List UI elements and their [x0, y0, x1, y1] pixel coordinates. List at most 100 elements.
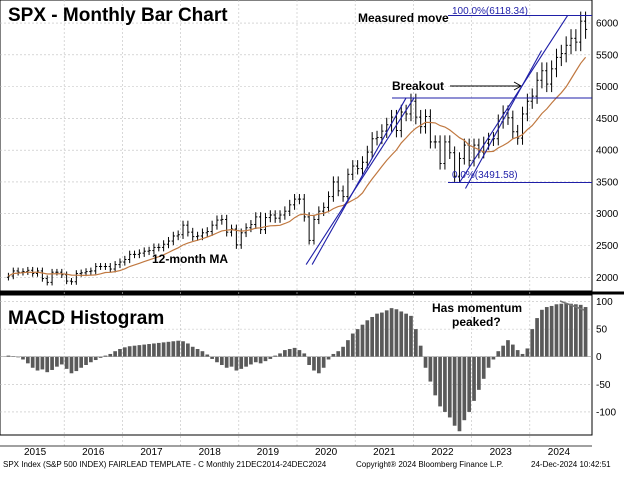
macd-histogram-bar	[302, 353, 307, 357]
price-bar	[45, 275, 49, 286]
price-bar	[74, 270, 78, 285]
price-tick-label: 6000	[596, 19, 619, 30]
price-tick-label: 2500	[596, 241, 619, 252]
footer-right: 24-Dec-2024 10:42:51	[531, 460, 611, 469]
price-bar	[317, 206, 321, 225]
price-bar	[132, 250, 137, 259]
macd-histogram-bar	[283, 350, 287, 357]
price-tick-label: 3000	[596, 209, 619, 220]
macd-histogram-bar	[161, 342, 166, 357]
price-tick-label: 5500	[596, 50, 619, 61]
macd-histogram-bar	[506, 340, 510, 357]
macd-histogram-bar	[21, 356, 25, 360]
year-tick-label: 2022	[431, 447, 454, 458]
price-tick-label: 4000	[596, 146, 619, 157]
macd-histogram-bar	[147, 344, 151, 357]
macd-histogram-bar	[380, 312, 384, 357]
macd-histogram-bar	[515, 350, 520, 357]
macd-histogram-bar	[186, 343, 190, 357]
macd-tick-label: 100	[596, 297, 613, 308]
year-tick-label: 2023	[490, 447, 513, 458]
price-bar	[181, 220, 185, 239]
price-panel-frame	[0, 0, 593, 292]
year-tick-label: 2019	[257, 447, 280, 458]
price-bar	[438, 135, 442, 170]
macd-histogram-bar	[239, 356, 244, 369]
year-tick-label: 2024	[548, 447, 571, 458]
macd-histogram-bar	[457, 356, 462, 432]
macd-histogram-bar	[113, 351, 117, 357]
price-bar	[171, 231, 175, 246]
price-bar	[278, 210, 282, 223]
macd-histogram-bar	[321, 356, 326, 368]
macd-histogram-bar	[447, 356, 452, 418]
macd-histogram-bar	[166, 341, 171, 357]
macd-histogram-bar	[171, 341, 176, 357]
macd-histogram-bar	[530, 329, 535, 357]
price-bar	[225, 214, 229, 237]
momentum-peak-line	[559, 300, 585, 311]
price-bar	[273, 210, 277, 223]
macd-histogram-bar	[40, 356, 45, 370]
macd-histogram-bar	[350, 333, 355, 357]
price-tick-label: 2000	[596, 273, 619, 284]
macd-histogram-bar	[540, 309, 544, 357]
macd-histogram-bar	[486, 356, 491, 368]
price-bar	[583, 11, 588, 39]
price-bar	[98, 263, 103, 270]
macd-tick-label: -50	[596, 380, 611, 391]
macd-histogram-bar	[35, 356, 40, 371]
price-bar	[297, 193, 302, 205]
ma-label: 12-month MA	[152, 252, 228, 266]
macd-histogram-bar	[312, 356, 316, 371]
macd-histogram-bar	[569, 303, 573, 357]
price-bar	[399, 104, 403, 138]
price-bar	[356, 160, 360, 175]
macd-histogram-bar	[224, 356, 229, 368]
macd-histogram-bar	[69, 356, 74, 374]
macd-histogram-bar	[443, 356, 447, 412]
price-bar	[113, 261, 117, 273]
price-bar	[6, 272, 11, 281]
macd-histogram-bar	[544, 307, 549, 357]
price-bar	[453, 146, 457, 182]
grid-layer	[0, 0, 592, 446]
price-bar	[467, 138, 471, 167]
momentum-annotation: Has momentum peaked?	[432, 301, 525, 329]
price-bar	[21, 268, 25, 276]
price-bar	[346, 168, 350, 202]
trendline-leg2	[459, 15, 569, 183]
macd-histogram-bar	[258, 356, 263, 364]
price-bar	[516, 124, 520, 145]
macd-histogram-bar	[438, 356, 442, 407]
macd-histogram-bar	[132, 345, 137, 357]
macd-histogram-bar	[336, 351, 341, 357]
price-bar	[128, 250, 132, 264]
price-bar	[220, 214, 224, 225]
price-bar	[16, 267, 20, 276]
price-bar	[312, 214, 316, 245]
price-bar	[520, 106, 525, 145]
macd-histogram-bar	[491, 356, 496, 360]
price-bar	[564, 36, 568, 63]
macd-histogram-bar	[215, 356, 219, 363]
year-tick-label: 2018	[199, 447, 222, 458]
macd-histogram-bar	[413, 329, 418, 357]
macd-histogram-bar	[59, 356, 64, 365]
macd-histogram-bar	[45, 356, 50, 373]
price-bar	[443, 135, 447, 170]
price-tick-label: 3500	[596, 177, 619, 188]
price-bar	[259, 212, 263, 234]
macd-histogram-bar	[467, 356, 472, 412]
macd-histogram-bar	[360, 324, 365, 357]
price-bar	[94, 263, 98, 275]
price-bar	[103, 263, 108, 270]
price-bar	[123, 255, 127, 266]
price-bar	[457, 152, 462, 182]
macd-histogram-bar	[103, 355, 108, 357]
macd-tick-label: 0	[596, 352, 602, 363]
macd-histogram-bar	[253, 356, 258, 363]
macd-histogram-bar	[118, 348, 122, 357]
price-bar	[569, 29, 573, 55]
macd-histogram-bar	[98, 356, 103, 358]
